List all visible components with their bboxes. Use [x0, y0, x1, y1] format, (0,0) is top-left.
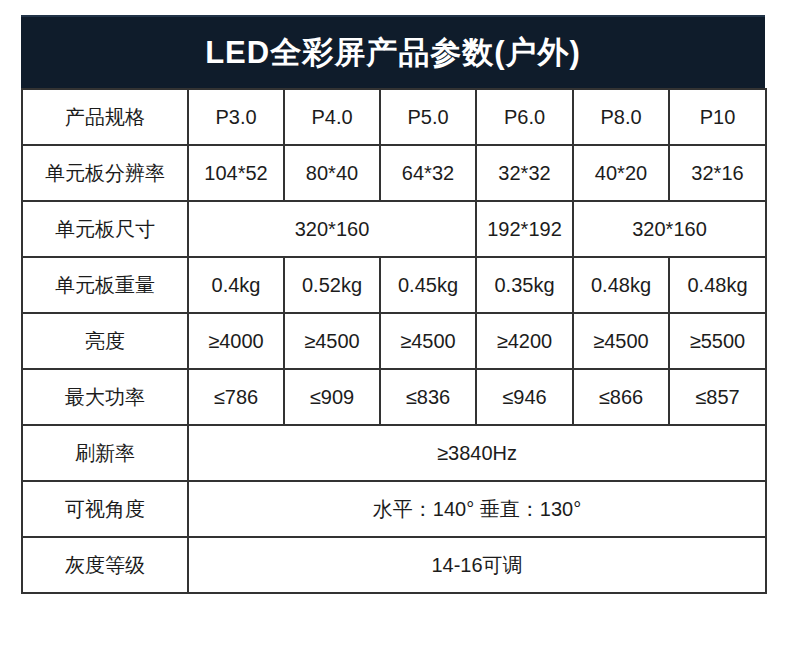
spec-cell: ≥5500 — [669, 313, 766, 369]
spec-sheet: LED全彩屏产品参数(户外) 产品规格 P3.0 P4.0 P5.0 P6.0 … — [21, 15, 765, 594]
table-row: 灰度等级 14-16可调 — [22, 537, 766, 593]
table-row: 单元板分辨率 104*52 80*40 64*32 32*32 40*20 32… — [22, 145, 766, 201]
row-label: 单元板重量 — [22, 257, 188, 313]
spec-cell: 320*160 — [188, 201, 476, 257]
spec-cell: 40*20 — [573, 145, 669, 201]
spec-cell: ≤857 — [669, 369, 766, 425]
spec-cell: 192*192 — [476, 201, 573, 257]
title-band: LED全彩屏产品参数(户外) — [21, 15, 765, 88]
spec-cell: ≤836 — [380, 369, 476, 425]
spec-cell: ≤909 — [284, 369, 380, 425]
table-row: 亮度 ≥4000 ≥4500 ≥4500 ≥4200 ≥4500 ≥5500 — [22, 313, 766, 369]
spec-cell: P6.0 — [476, 89, 573, 145]
table-row: 单元板尺寸 320*160 192*192 320*160 — [22, 201, 766, 257]
spec-cell: 0.45kg — [380, 257, 476, 313]
spec-cell: 64*32 — [380, 145, 476, 201]
spec-cell: ≥4000 — [188, 313, 284, 369]
spec-cell: 0.4kg — [188, 257, 284, 313]
spec-cell: P5.0 — [380, 89, 476, 145]
table-row: 最大功率 ≤786 ≤909 ≤836 ≤946 ≤866 ≤857 — [22, 369, 766, 425]
spec-cell: 0.52kg — [284, 257, 380, 313]
row-label: 可视角度 — [22, 481, 188, 537]
spec-cell: ≤866 — [573, 369, 669, 425]
spec-cell: ≥4500 — [284, 313, 380, 369]
spec-cell: ≤946 — [476, 369, 573, 425]
spec-cell: ≥3840Hz — [188, 425, 766, 481]
table-row: 刷新率 ≥3840Hz — [22, 425, 766, 481]
spec-cell: P10 — [669, 89, 766, 145]
page-title: LED全彩屏产品参数(户外) — [205, 32, 581, 74]
spec-cell: 80*40 — [284, 145, 380, 201]
spec-cell: 32*32 — [476, 145, 573, 201]
spec-cell: ≥4500 — [380, 313, 476, 369]
row-label: 刷新率 — [22, 425, 188, 481]
spec-cell: 0.35kg — [476, 257, 573, 313]
spec-cell: ≥4500 — [573, 313, 669, 369]
spec-cell: P8.0 — [573, 89, 669, 145]
spec-cell: 32*16 — [669, 145, 766, 201]
spec-cell: P4.0 — [284, 89, 380, 145]
spec-table: 产品规格 P3.0 P4.0 P5.0 P6.0 P8.0 P10 单元板分辨率… — [21, 88, 767, 594]
spec-cell: 14-16可调 — [188, 537, 766, 593]
row-label: 单元板尺寸 — [22, 201, 188, 257]
spec-cell: 0.48kg — [573, 257, 669, 313]
spec-cell: 320*160 — [573, 201, 766, 257]
table-row: 产品规格 P3.0 P4.0 P5.0 P6.0 P8.0 P10 — [22, 89, 766, 145]
spec-cell: P3.0 — [188, 89, 284, 145]
table-row: 可视角度 水平：140° 垂直：130° — [22, 481, 766, 537]
row-label: 单元板分辨率 — [22, 145, 188, 201]
row-label: 产品规格 — [22, 89, 188, 145]
spec-cell: 水平：140° 垂直：130° — [188, 481, 766, 537]
row-label: 最大功率 — [22, 369, 188, 425]
spec-cell: 104*52 — [188, 145, 284, 201]
row-label: 灰度等级 — [22, 537, 188, 593]
spec-cell: ≥4200 — [476, 313, 573, 369]
table-row: 单元板重量 0.4kg 0.52kg 0.45kg 0.35kg 0.48kg … — [22, 257, 766, 313]
row-label: 亮度 — [22, 313, 188, 369]
spec-cell: 0.48kg — [669, 257, 766, 313]
spec-cell: ≤786 — [188, 369, 284, 425]
